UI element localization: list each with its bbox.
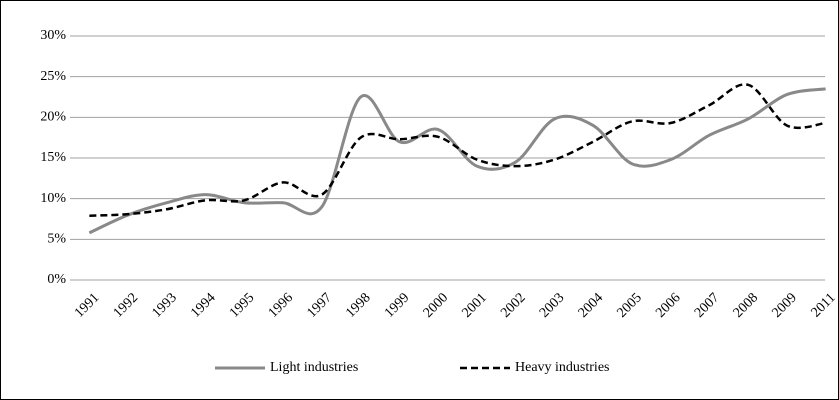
series-line <box>88 87 826 235</box>
legend-label: Heavy industries <box>515 360 609 375</box>
y-tick-label: 0% <box>47 272 66 287</box>
y-tick-label: 5% <box>47 232 66 247</box>
y-tick-label: 10% <box>40 191 66 206</box>
legend-label: Light industries <box>270 360 358 375</box>
series-line <box>89 83 826 217</box>
y-tick-label: 25% <box>40 69 66 84</box>
y-tick-label: 15% <box>40 150 66 165</box>
y-tick-label: 30% <box>40 28 66 43</box>
y-tick-label: 20% <box>40 110 66 125</box>
